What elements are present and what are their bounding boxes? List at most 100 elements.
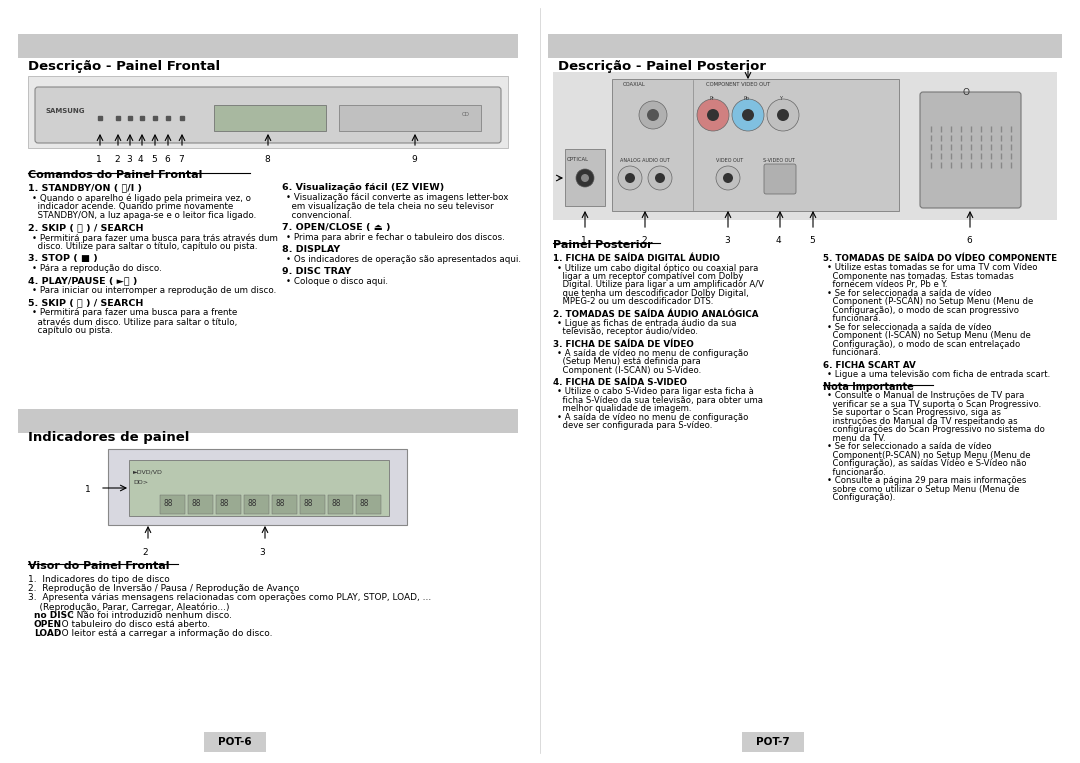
Text: ANALOG AUDIO OUT: ANALOG AUDIO OUT	[620, 158, 670, 163]
Text: • Ligue as fichas de entrada áudio da sua: • Ligue as fichas de entrada áudio da su…	[557, 318, 737, 327]
FancyBboxPatch shape	[355, 494, 380, 513]
Text: STANDBY/ON, a luz apaga-se e o leitor fica ligado.: STANDBY/ON, a luz apaga-se e o leitor fi…	[32, 211, 256, 220]
Text: 5: 5	[809, 236, 814, 245]
Circle shape	[576, 169, 594, 187]
Text: • Prima para abrir e fechar o tabuleiro dos discos.: • Prima para abrir e fechar o tabuleiro …	[286, 233, 504, 242]
Text: 88: 88	[219, 499, 229, 508]
Text: 4: 4	[138, 155, 144, 164]
Text: 6. Visualização fácil (EZ VIEW): 6. Visualização fácil (EZ VIEW)	[282, 183, 444, 192]
Text: • Visualização fácil converte as imagens letter-box: • Visualização fácil converte as imagens…	[286, 193, 509, 202]
Text: 8: 8	[264, 155, 270, 164]
Text: funcionará.: funcionará.	[827, 348, 881, 357]
Text: ligar a um receptor compatível com Dolby: ligar a um receptor compatível com Dolby	[557, 272, 743, 281]
Text: ►DVD/VD: ►DVD/VD	[133, 469, 163, 474]
FancyBboxPatch shape	[216, 494, 241, 513]
Text: verificar se a sua TV suporta o Scan Progressivo.: verificar se a sua TV suporta o Scan Pro…	[827, 400, 1041, 408]
Text: 88: 88	[359, 499, 368, 508]
FancyBboxPatch shape	[129, 460, 389, 516]
Text: Configuração), as saídas Vídeo e S-Vídeo não: Configuração), as saídas Vídeo e S-Vídeo…	[827, 459, 1026, 468]
Text: 4: 4	[777, 236, 782, 245]
Text: 88: 88	[330, 499, 340, 508]
Text: O: O	[962, 88, 970, 97]
Text: através dum disco. Utilize para saltar o título,: através dum disco. Utilize para saltar o…	[32, 317, 238, 327]
Text: 1.  Indicadores do tipo de disco: 1. Indicadores do tipo de disco	[28, 575, 170, 584]
FancyBboxPatch shape	[204, 732, 266, 752]
Text: Descrição - Painel Posterior: Descrição - Painel Posterior	[558, 60, 766, 73]
Text: 2. TOMADAS DE SAÍDA ÁUDIO ANALÓGICA: 2. TOMADAS DE SAÍDA ÁUDIO ANALÓGICA	[553, 310, 758, 318]
Text: 5. SKIP ( ⏭ ) / SEARCH: 5. SKIP ( ⏭ ) / SEARCH	[28, 298, 144, 307]
Text: 1: 1	[96, 155, 102, 164]
Text: ficha S-Vídeo da sua televisão, para obter uma: ficha S-Vídeo da sua televisão, para obt…	[557, 395, 762, 404]
FancyBboxPatch shape	[18, 34, 518, 58]
Text: 2: 2	[114, 155, 120, 164]
Text: • Para iniciar ou interromper a reprodução de um disco.: • Para iniciar ou interromper a reproduç…	[32, 286, 276, 295]
Text: 9: 9	[411, 155, 417, 164]
Circle shape	[707, 109, 719, 121]
FancyBboxPatch shape	[327, 494, 352, 513]
Text: (Setup Menu) está definida para: (Setup Menu) está definida para	[557, 357, 701, 366]
Text: • Consulte a página 29 para mais informações: • Consulte a página 29 para mais informa…	[827, 476, 1026, 485]
Text: 4. PLAY/PAUSE ( ►⏸ ): 4. PLAY/PAUSE ( ►⏸ )	[28, 276, 137, 285]
Text: sobre como utilizar o Setup Menu (Menu de: sobre como utilizar o Setup Menu (Menu d…	[827, 485, 1020, 494]
Text: 1. STANDBY/ON ( ⏻/I ): 1. STANDBY/ON ( ⏻/I )	[28, 183, 141, 192]
Circle shape	[716, 166, 740, 190]
Text: S-VIDEO OUT: S-VIDEO OUT	[762, 158, 795, 163]
Text: • Permitirá para fazer uma busca para a frente: • Permitirá para fazer uma busca para a …	[32, 308, 238, 317]
FancyBboxPatch shape	[28, 76, 508, 148]
Text: 88: 88	[275, 499, 284, 508]
Text: VIDEO OUT: VIDEO OUT	[716, 158, 743, 163]
Text: Painel Posterior: Painel Posterior	[553, 240, 652, 250]
Circle shape	[639, 101, 667, 129]
Text: COMPONENT VIDEO OUT: COMPONENT VIDEO OUT	[706, 82, 770, 87]
Text: Comandos do Painel Frontal: Comandos do Painel Frontal	[28, 170, 202, 180]
Circle shape	[697, 99, 729, 131]
FancyBboxPatch shape	[764, 164, 796, 194]
Text: : O leitor está a carregar a informação do disco.: : O leitor está a carregar a informação …	[53, 629, 272, 638]
Text: POT-7: POT-7	[756, 737, 789, 747]
FancyBboxPatch shape	[612, 79, 899, 211]
Text: configurações do Scan Progressivo no sistema do: configurações do Scan Progressivo no sis…	[827, 425, 1044, 434]
FancyBboxPatch shape	[35, 87, 501, 143]
Text: 1. FICHA DE SAÍDA DIGITAL ÁUDIO: 1. FICHA DE SAÍDA DIGITAL ÁUDIO	[553, 254, 720, 263]
Text: • A saída de vídeo no menu de configuração: • A saída de vídeo no menu de configuraç…	[557, 413, 748, 421]
Text: Component (I-SCAN) no Setup Menu (Menu de: Component (I-SCAN) no Setup Menu (Menu d…	[827, 331, 1030, 340]
Text: Indicadores de painel: Indicadores de painel	[28, 431, 189, 444]
Text: 2. SKIP ( ⏮ ) / SEARCH: 2. SKIP ( ⏮ ) / SEARCH	[28, 223, 144, 232]
Text: OPEN: OPEN	[33, 620, 63, 629]
Text: • Permitirá para fazer uma busca para trás através dum: • Permitirá para fazer uma busca para tr…	[32, 233, 278, 243]
Text: 1: 1	[581, 236, 586, 245]
Text: funcionará.: funcionará.	[827, 314, 881, 323]
Text: capítulo ou pista.: capítulo ou pista.	[32, 326, 113, 335]
Text: POT-6: POT-6	[218, 737, 252, 747]
Text: : O tabuleiro do disco está aberto.: : O tabuleiro do disco está aberto.	[53, 620, 211, 629]
Text: Component(P-SCAN) no Setup Menu (Menu de: Component(P-SCAN) no Setup Menu (Menu de	[827, 450, 1030, 459]
Text: • Os indicadores de operação são apresentados aqui.: • Os indicadores de operação são apresen…	[286, 255, 521, 264]
Text: Pb: Pb	[744, 96, 750, 101]
Text: Se suportar o Scan Progressivo, siga as: Se suportar o Scan Progressivo, siga as	[827, 408, 1001, 417]
Text: que tenha um descodificador Dolby Digital,: que tenha um descodificador Dolby Digita…	[557, 288, 748, 298]
Circle shape	[767, 99, 799, 131]
Text: 5. TOMADAS DE SAÍDA DO VÍDEO COMPONENTE: 5. TOMADAS DE SAÍDA DO VÍDEO COMPONENTE	[823, 254, 1057, 263]
FancyBboxPatch shape	[548, 34, 1062, 58]
Text: 6: 6	[966, 236, 972, 245]
FancyBboxPatch shape	[299, 494, 324, 513]
Text: 3: 3	[126, 155, 132, 164]
Text: 3: 3	[259, 548, 265, 557]
Text: melhor qualidade de imagem.: melhor qualidade de imagem.	[557, 404, 691, 413]
Text: • Se for seleccionada a saída de vídeo: • Se for seleccionada a saída de vídeo	[827, 323, 991, 331]
Text: 7: 7	[178, 155, 184, 164]
Circle shape	[648, 166, 672, 190]
Text: Digital. Utilize para ligar a um amplificador A/V: Digital. Utilize para ligar a um amplifi…	[557, 280, 764, 289]
Text: • Coloque o disco aqui.: • Coloque o disco aqui.	[286, 277, 388, 286]
Text: (Reprodução, Parar, Carregar, Aleatório...): (Reprodução, Parar, Carregar, Aleatório.…	[28, 602, 229, 611]
Circle shape	[777, 109, 789, 121]
Text: 2: 2	[642, 236, 647, 245]
FancyBboxPatch shape	[271, 494, 297, 513]
Text: • Se for seleccionada a saída de vídeo: • Se for seleccionada a saída de vídeo	[827, 288, 991, 298]
Text: • Quando o aparelho é ligado pela primeira vez, o: • Quando o aparelho é ligado pela primei…	[32, 193, 251, 202]
Text: • Utilize um cabo digital óptico ou coaxial para: • Utilize um cabo digital óptico ou coax…	[557, 263, 758, 272]
Text: funcionarão.: funcionarão.	[827, 468, 886, 477]
Text: OPTICAL: OPTICAL	[567, 157, 589, 162]
Circle shape	[742, 109, 754, 121]
Text: em visualização de tela cheia no seu televisor: em visualização de tela cheia no seu tel…	[286, 202, 494, 211]
